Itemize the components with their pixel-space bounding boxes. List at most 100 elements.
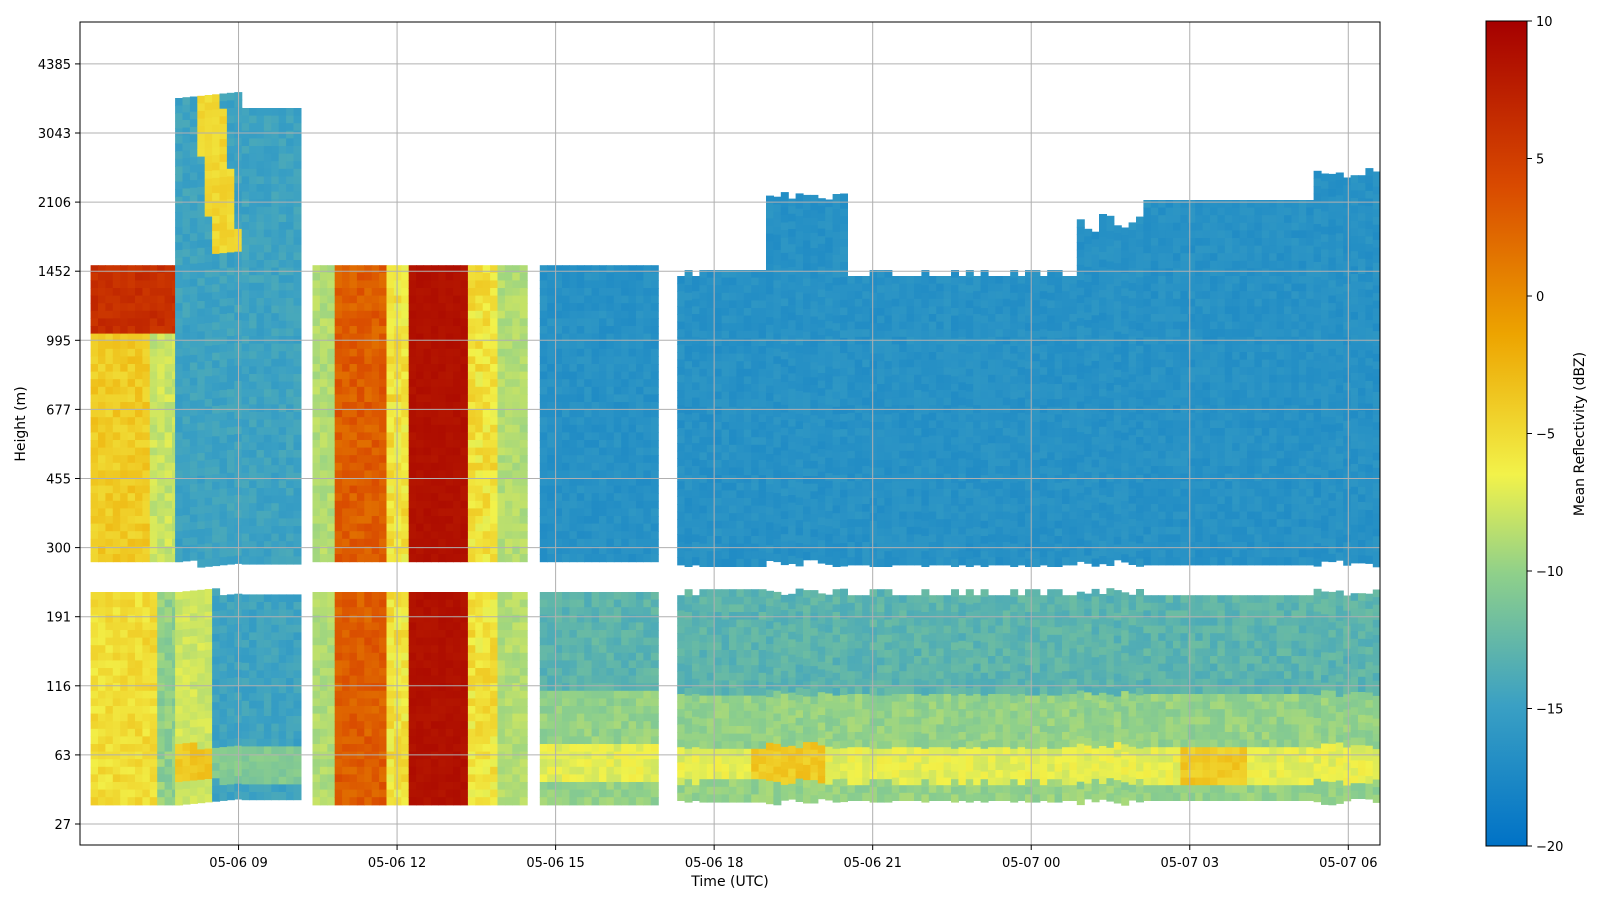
- heat-cell: [164, 751, 173, 760]
- heat-cell: [219, 139, 228, 148]
- heat-cell: [327, 295, 336, 304]
- heat-cell: [475, 326, 484, 335]
- heat-cell: [98, 546, 106, 555]
- heat-cell: [490, 440, 499, 449]
- heat-cell: [120, 303, 129, 312]
- heat-cell: [120, 744, 129, 753]
- heat-cell: [212, 375, 221, 384]
- heat-cell: [249, 389, 258, 398]
- heat-cell: [379, 728, 388, 737]
- heat-cell: [408, 660, 417, 669]
- heat-cell: [197, 392, 206, 401]
- heat-cell: [135, 607, 143, 616]
- heat-cell: [312, 440, 321, 449]
- heat-cell: [127, 333, 136, 342]
- heat-cell: [90, 637, 99, 646]
- heat-cell: [164, 265, 173, 274]
- heat-cell: [226, 518, 235, 527]
- heat-cell: [547, 409, 556, 418]
- heat-cell: [438, 500, 447, 509]
- heat-cell: [576, 759, 585, 768]
- heat-cell: [241, 533, 250, 542]
- heat-cell: [249, 556, 258, 565]
- heat-cell: [256, 556, 265, 565]
- heat-cell: [460, 341, 469, 350]
- heat-cell: [157, 774, 166, 783]
- heat-cell: [569, 774, 578, 783]
- heat-cell: [445, 698, 454, 707]
- heat-cell: [416, 500, 425, 509]
- heat-cell: [356, 523, 365, 532]
- heat-cell: [554, 485, 563, 494]
- heat-cell: [204, 718, 213, 727]
- heat-cell: [438, 744, 447, 753]
- heat-cell: [356, 782, 365, 791]
- heat-cell: [312, 280, 321, 289]
- heat-cell: [256, 685, 265, 694]
- heat-cell: [613, 523, 622, 532]
- heat-cell: [482, 698, 491, 707]
- heat-cell: [249, 108, 258, 117]
- heat-cell: [576, 326, 585, 335]
- heat-cell: [453, 440, 462, 449]
- heat-cell: [519, 766, 528, 775]
- heat-cell: [416, 766, 425, 775]
- heat-cell: [512, 333, 521, 342]
- heat-cell: [120, 683, 129, 692]
- heat-cell: [430, 660, 439, 669]
- heat-cell: [460, 797, 469, 806]
- heat-cell: [98, 341, 106, 350]
- heat-cell: [164, 508, 173, 517]
- heat-cell: [613, 683, 622, 692]
- heat-cell: [445, 478, 454, 487]
- heat-cell: [342, 690, 351, 699]
- heat-cell: [576, 280, 585, 289]
- heat-cell: [547, 645, 556, 654]
- heat-cell: [293, 488, 302, 497]
- heat-cell: [189, 666, 198, 675]
- heat-cell: [98, 379, 106, 388]
- heat-cell: [356, 546, 365, 555]
- heat-cell: [263, 769, 272, 778]
- heat-cell: [386, 500, 395, 509]
- heat-cell: [584, 592, 593, 601]
- heat-cell: [182, 218, 191, 227]
- heat-cell: [430, 675, 439, 684]
- heat-cell: [606, 288, 615, 297]
- heat-cell: [142, 348, 151, 357]
- heat-cell: [263, 199, 272, 208]
- heat-cell: [342, 759, 351, 768]
- heat-cell: [547, 690, 556, 699]
- heat-cell: [584, 379, 593, 388]
- heat-cell: [490, 774, 499, 783]
- heat-cell: [364, 744, 373, 753]
- heat-cell: [149, 652, 158, 661]
- heat-cell: [342, 675, 351, 684]
- heat-cell: [547, 485, 556, 494]
- heat-cell: [164, 326, 173, 335]
- heat-cell: [342, 637, 351, 646]
- heat-cell: [460, 523, 469, 532]
- heat-cell: [386, 766, 395, 775]
- heat-cell: [445, 409, 454, 418]
- heat-cell: [371, 508, 380, 517]
- heat-cell: [613, 265, 622, 274]
- heat-cell: [342, 721, 351, 730]
- heat-cell: [175, 462, 184, 471]
- heat-cell: [319, 470, 328, 479]
- heat-cell: [182, 454, 191, 463]
- heat-cell: [175, 242, 184, 251]
- heat-cell: [204, 125, 213, 134]
- heat-cell: [204, 353, 213, 362]
- heat-cell: [98, 265, 106, 274]
- heat-cell: [142, 713, 151, 722]
- heat-cell: [212, 413, 221, 422]
- heat-cell: [393, 356, 402, 365]
- heat-cell: [164, 295, 173, 304]
- heat-cell: [408, 759, 417, 768]
- heat-cell: [241, 381, 250, 390]
- heat-cell: [475, 766, 484, 775]
- heat-cell: [105, 455, 114, 464]
- heat-cell: [364, 797, 373, 806]
- heat-cell: [256, 746, 265, 755]
